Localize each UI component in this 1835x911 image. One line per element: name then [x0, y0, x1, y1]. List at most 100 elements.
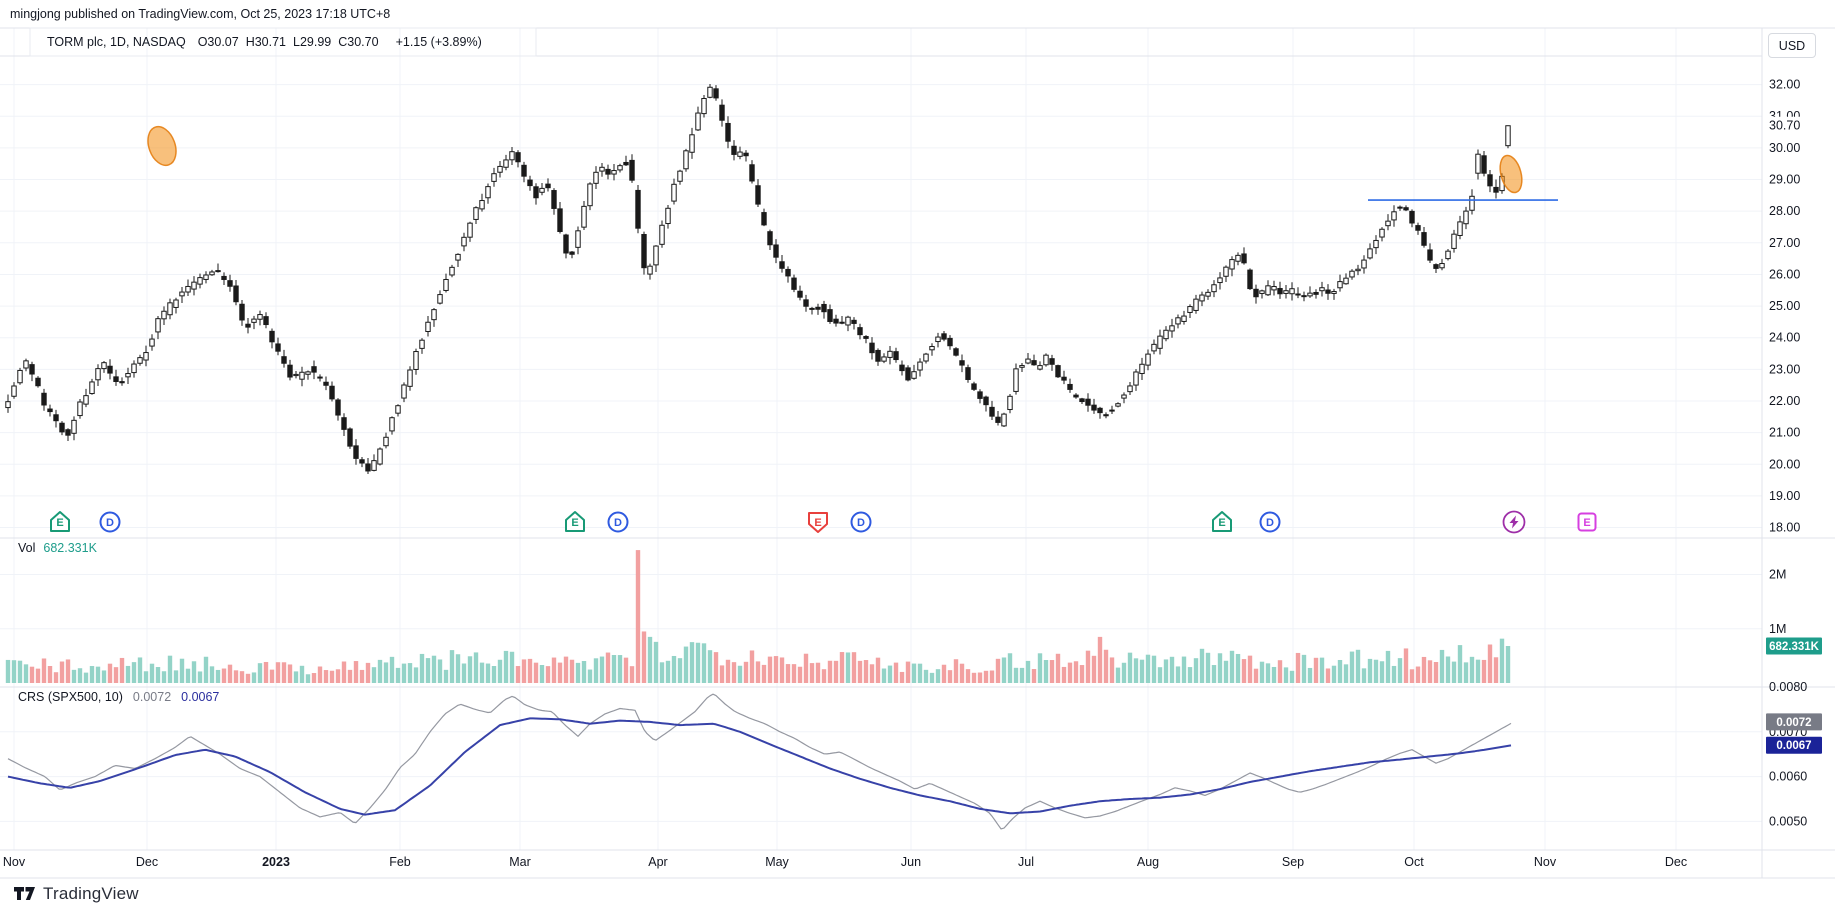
candle: [749, 164, 755, 182]
symbol-legend: TORM plc, 1D, NASDAQ O30.07 H30.71 L29.99 C…: [47, 35, 482, 49]
volume-bar: [1487, 644, 1493, 683]
candle: [221, 275, 227, 280]
earnings-down-icon[interactable]: E: [808, 512, 828, 533]
volume-bar: [581, 661, 587, 683]
volume-bar: [665, 660, 671, 683]
volume-bar: [359, 669, 365, 683]
volume-bar: [263, 661, 269, 683]
candle: [347, 428, 353, 447]
crs-slow-axis-badge: 0.0067: [1776, 740, 1811, 752]
candle: [1085, 398, 1091, 406]
crs-lines: [7, 693, 1512, 830]
volume-bar: [1385, 650, 1391, 683]
volume-bar: [1421, 656, 1427, 683]
candlestick-series: [5, 83, 1511, 475]
candle: [509, 151, 515, 161]
candle: [635, 189, 641, 229]
candle: [881, 356, 887, 362]
candle: [1421, 232, 1427, 246]
candle: [299, 371, 305, 380]
volume-bar: [1091, 655, 1097, 683]
volume-bar: [1481, 659, 1487, 683]
dividend-icon[interactable]: D: [99, 511, 121, 533]
candle: [755, 185, 761, 205]
candle: [761, 212, 767, 226]
volume-bar: [47, 666, 53, 683]
volume-bar: [533, 662, 539, 683]
candle: [767, 231, 773, 246]
candle: [1295, 293, 1301, 296]
candle: [1127, 385, 1133, 393]
candle: [1241, 253, 1247, 264]
price-tick-label: 20.00: [1769, 457, 1800, 471]
volume-bar: [491, 666, 497, 683]
volume-bar: [1367, 658, 1373, 683]
candle: [1451, 233, 1457, 249]
candle: [797, 290, 803, 298]
volume-bar: [521, 659, 527, 683]
volume-bar: [167, 655, 173, 683]
candle: [1259, 290, 1265, 294]
candle: [395, 405, 401, 414]
tradingview-brand[interactable]: TradingView: [14, 884, 139, 904]
earnings-up-icon[interactable]: E: [565, 511, 585, 532]
volume-bar: [1133, 658, 1139, 683]
dividend-icon[interactable]: D: [607, 511, 629, 533]
volume-bar: [617, 655, 623, 683]
candle: [323, 381, 329, 386]
price-tick-label: 32.00: [1769, 78, 1800, 92]
dividend-icon[interactable]: D: [850, 511, 872, 533]
volume-bar: [1151, 655, 1157, 683]
volume-bar: [371, 667, 377, 683]
price-tick-label: 26.00: [1769, 267, 1800, 281]
volume-bar: [59, 661, 65, 683]
volume-bar: [575, 662, 581, 683]
time-tick-label: Mar: [509, 855, 531, 869]
candle: [1337, 281, 1343, 289]
candle: [707, 86, 713, 98]
volume-bar: [1349, 651, 1355, 683]
volume-bar: [35, 668, 41, 683]
candle: [101, 362, 107, 370]
candle: [935, 336, 941, 343]
candle: [1121, 394, 1127, 399]
crs-label: CRS (SPX500, 10): [18, 690, 123, 704]
volume-bar: [347, 669, 353, 683]
candle: [515, 152, 521, 163]
earnings-up-icon[interactable]: E: [1212, 511, 1232, 532]
time-scale[interactable]: Nov Dec 2023 Feb Mar Apr May Jun Jul Aug Sep Oct Nov…: [3, 855, 1687, 869]
flash-icon[interactable]: [1502, 510, 1526, 534]
dividend-icon[interactable]: D: [1259, 511, 1281, 533]
volume-bar: [1271, 666, 1277, 683]
volume-bar: [1397, 658, 1403, 683]
volume-bar: [5, 659, 11, 683]
volume-bar: [155, 667, 161, 683]
candle: [77, 401, 83, 417]
volume-bar: [785, 664, 791, 683]
earnings-alt-icon[interactable]: E: [1577, 512, 1597, 532]
price-scale[interactable]: 32.0031.0030.0029.0028.0027.0026.0025.00…: [1765, 78, 1822, 829]
volume-bar: [143, 671, 149, 683]
volume-bar: [173, 670, 179, 683]
volume-axis-badge: 682.331K: [1769, 641, 1820, 653]
candle: [1403, 207, 1409, 211]
candle: [1091, 404, 1097, 411]
volume-bar: [707, 650, 713, 683]
candle: [209, 271, 215, 276]
volume-bar: [515, 666, 521, 683]
volume-label: Vol: [18, 541, 36, 555]
earnings-up-icon[interactable]: E: [50, 511, 70, 532]
volume-bar: [1187, 667, 1193, 683]
currency-button[interactable]: USD: [1768, 33, 1816, 58]
volume-bar: [551, 657, 557, 683]
volume-bar: [1223, 660, 1229, 683]
candle: [497, 165, 503, 173]
volume-bar: [845, 652, 851, 683]
volume-bar: [125, 665, 131, 683]
volume-bar: [1007, 653, 1013, 683]
candle: [377, 448, 383, 465]
volume-bar: [461, 663, 467, 683]
volume-bar: [419, 653, 425, 683]
crs-legend: CRS (SPX500, 10) 0.0072 0.0067: [18, 690, 219, 704]
